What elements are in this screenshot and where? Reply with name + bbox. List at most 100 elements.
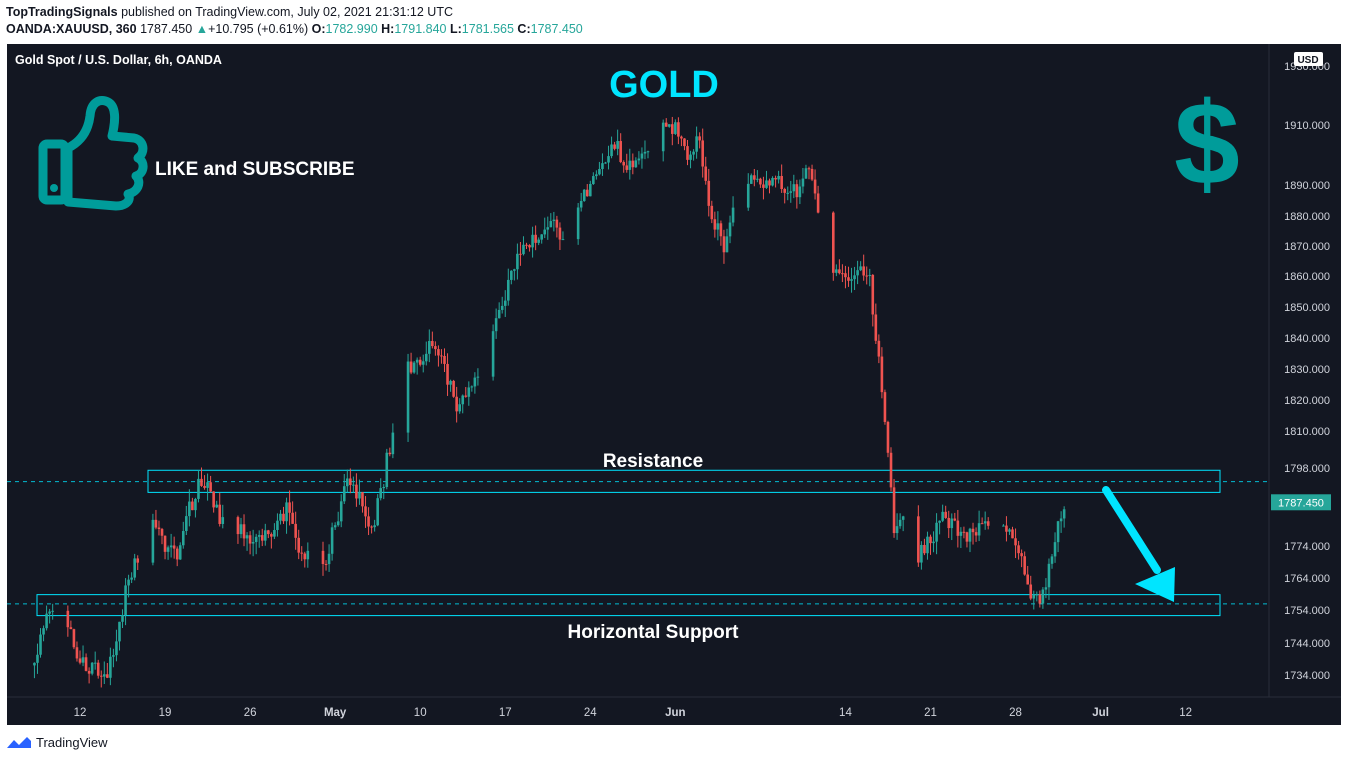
candle bbox=[115, 629, 118, 662]
candle bbox=[513, 268, 516, 281]
candle bbox=[342, 473, 346, 505]
candles bbox=[33, 116, 1066, 688]
candle bbox=[352, 476, 355, 493]
price-tick-label: 1830.000 bbox=[1284, 364, 1330, 376]
candle bbox=[768, 178, 771, 194]
candle bbox=[236, 515, 240, 544]
candle bbox=[90, 662, 94, 676]
candle bbox=[749, 173, 753, 185]
candle bbox=[895, 513, 899, 540]
candle bbox=[780, 164, 783, 193]
candle bbox=[965, 531, 969, 548]
candle bbox=[813, 169, 817, 200]
candle bbox=[889, 447, 893, 492]
candle bbox=[1056, 520, 1060, 553]
candle bbox=[75, 641, 79, 662]
price-tick-label: 1870.000 bbox=[1284, 241, 1330, 253]
price-tick-label: 1774.000 bbox=[1284, 541, 1330, 553]
candle bbox=[683, 138, 686, 151]
candle bbox=[838, 259, 841, 275]
candle bbox=[461, 394, 465, 414]
candle bbox=[197, 470, 200, 503]
candle bbox=[862, 254, 865, 281]
candle bbox=[330, 522, 334, 561]
candle bbox=[42, 625, 45, 642]
candle bbox=[431, 331, 434, 349]
candle bbox=[1017, 540, 1020, 560]
candle bbox=[242, 514, 246, 547]
candle bbox=[701, 128, 704, 178]
open-label: O: bbox=[311, 22, 326, 36]
candle bbox=[464, 387, 468, 398]
candle bbox=[798, 179, 802, 205]
candle bbox=[549, 213, 553, 228]
candle bbox=[1023, 551, 1026, 576]
candle bbox=[868, 268, 872, 287]
candle bbox=[221, 504, 225, 529]
time-tick-label: 14 bbox=[839, 707, 852, 719]
tradingview-brand[interactable]: TradingView bbox=[36, 734, 108, 750]
candle bbox=[300, 546, 304, 562]
candle bbox=[986, 517, 990, 530]
candle bbox=[106, 663, 109, 679]
candle bbox=[646, 150, 650, 159]
candle bbox=[944, 505, 947, 519]
candle bbox=[406, 353, 410, 442]
low-value: 1781.565 bbox=[461, 22, 514, 36]
time-tick-label: 10 bbox=[414, 707, 427, 719]
price-tick-label: 1810.000 bbox=[1284, 426, 1330, 438]
author-name[interactable]: TopTradingSignals bbox=[6, 5, 118, 19]
candle bbox=[1041, 587, 1045, 609]
candle bbox=[39, 628, 42, 658]
candle bbox=[467, 381, 471, 406]
time-tick-label: 21 bbox=[924, 707, 937, 719]
candle bbox=[130, 572, 133, 584]
candle bbox=[45, 605, 48, 631]
candle bbox=[932, 531, 935, 553]
candle bbox=[449, 379, 452, 392]
candle bbox=[166, 545, 170, 560]
candle bbox=[971, 522, 975, 545]
candle bbox=[373, 519, 376, 532]
candle bbox=[391, 423, 395, 459]
candle bbox=[118, 621, 121, 651]
candle bbox=[950, 513, 954, 541]
candle bbox=[871, 274, 875, 327]
candle bbox=[1032, 590, 1036, 610]
time-tick-label: 19 bbox=[159, 707, 172, 719]
candle bbox=[576, 203, 580, 245]
chart-title: Gold Spot / U.S. Dollar, 6h, OANDA bbox=[15, 53, 222, 67]
candle bbox=[589, 180, 592, 197]
candle bbox=[1035, 591, 1039, 602]
candle bbox=[409, 352, 413, 375]
candle bbox=[267, 529, 270, 539]
candle bbox=[206, 473, 209, 501]
candle bbox=[154, 509, 158, 530]
candle bbox=[215, 500, 218, 509]
candle bbox=[1062, 506, 1066, 528]
candle bbox=[795, 179, 799, 209]
candle bbox=[81, 645, 85, 667]
candle bbox=[917, 505, 920, 567]
candle bbox=[962, 526, 966, 539]
time-tick-label: May bbox=[324, 707, 347, 719]
time-tick-label: 28 bbox=[1009, 707, 1022, 719]
candle bbox=[689, 150, 692, 169]
up-arrow-icon: ▲ bbox=[195, 22, 209, 36]
candle bbox=[555, 215, 559, 238]
candle bbox=[346, 469, 349, 493]
candle bbox=[69, 620, 73, 630]
candle bbox=[434, 341, 437, 356]
last-price-tag: 1787.450 bbox=[1271, 494, 1331, 511]
price-chart[interactable]: Gold Spot / U.S. Dollar, 6h, OANDA GOLD … bbox=[7, 44, 1341, 725]
candle bbox=[48, 608, 51, 624]
candle bbox=[1020, 549, 1023, 568]
candle bbox=[355, 473, 358, 507]
candle bbox=[491, 324, 495, 381]
candle bbox=[291, 501, 294, 524]
candle bbox=[616, 129, 619, 156]
last-price-label: 1787.450 bbox=[1278, 497, 1324, 509]
candle bbox=[1059, 511, 1063, 533]
chart-pane[interactable]: Gold Spot / U.S. Dollar, 6h, OANDA GOLD … bbox=[7, 44, 1341, 725]
candle bbox=[121, 609, 124, 629]
